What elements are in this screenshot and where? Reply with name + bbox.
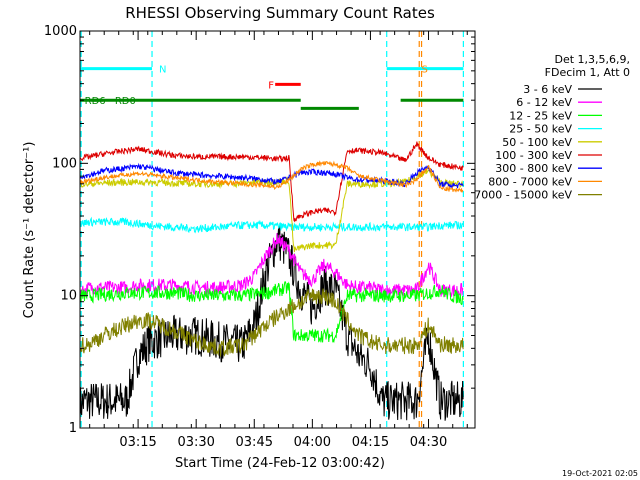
series-line-1 bbox=[80, 233, 463, 297]
series-line-2 bbox=[80, 282, 463, 343]
y-tick-label-1: 10 bbox=[60, 289, 77, 304]
state-label-4: RD6 bbox=[85, 96, 106, 107]
x-tick-label-0: 03:15 bbox=[119, 435, 156, 450]
y-tick-label-3: 1000 bbox=[44, 24, 77, 39]
legend-header-0: Det 1,3,5,6,9, bbox=[554, 53, 630, 66]
y-tick-label-0: 1 bbox=[69, 421, 77, 436]
legend-entry-7: 800 - 7000 keV bbox=[488, 175, 572, 188]
series-line-3 bbox=[80, 218, 463, 232]
x-axis-label: Start Time (24-Feb-12 03:00:42) bbox=[175, 456, 385, 471]
series-line-8 bbox=[80, 289, 463, 357]
x-tick-label-5: 04:30 bbox=[410, 435, 447, 450]
state-label-0: N bbox=[159, 65, 166, 76]
chart-title: RHESSI Observing Summary Count Rates bbox=[125, 4, 435, 22]
x-tick-label-4: 04:15 bbox=[352, 435, 389, 450]
legend-entry-0: 3 - 6 keV bbox=[523, 83, 572, 96]
legend-entry-8: 7000 - 15000 keV bbox=[474, 189, 572, 202]
x-tick-label-3: 04:00 bbox=[294, 435, 331, 450]
x-tick-label-2: 03:45 bbox=[236, 435, 273, 450]
legend-header-1: FDecim 1, Att 0 bbox=[545, 66, 630, 79]
legend-entry-4: 50 - 100 keV bbox=[502, 136, 572, 149]
generation-timestamp: 19-Oct-2021 02:05 bbox=[562, 469, 638, 478]
state-label-3: RD0 bbox=[115, 96, 136, 107]
legend: Det 1,3,5,6,9,FDecim 1, Att 0 3 - 6 keV6 … bbox=[474, 53, 630, 202]
legend-entry-6: 300 - 800 keV bbox=[495, 162, 572, 175]
legend-entry-5: 100 - 300 keV bbox=[495, 149, 572, 162]
x-tick-label-1: 03:30 bbox=[177, 435, 214, 450]
y-axis-label: Count Rate (s⁻¹ detector⁻¹) bbox=[22, 142, 37, 319]
legend-entry-3: 25 - 50 keV bbox=[509, 123, 572, 136]
plot-area: N S F RD0 RD6 bbox=[80, 31, 463, 428]
state-label-1: S bbox=[422, 65, 428, 76]
legend-entry-1: 6 - 12 keV bbox=[516, 96, 572, 109]
legend-entry-2: 12 - 25 keV bbox=[509, 109, 572, 122]
state-label-2: F bbox=[268, 80, 274, 91]
y-tick-label-2: 100 bbox=[52, 156, 77, 171]
